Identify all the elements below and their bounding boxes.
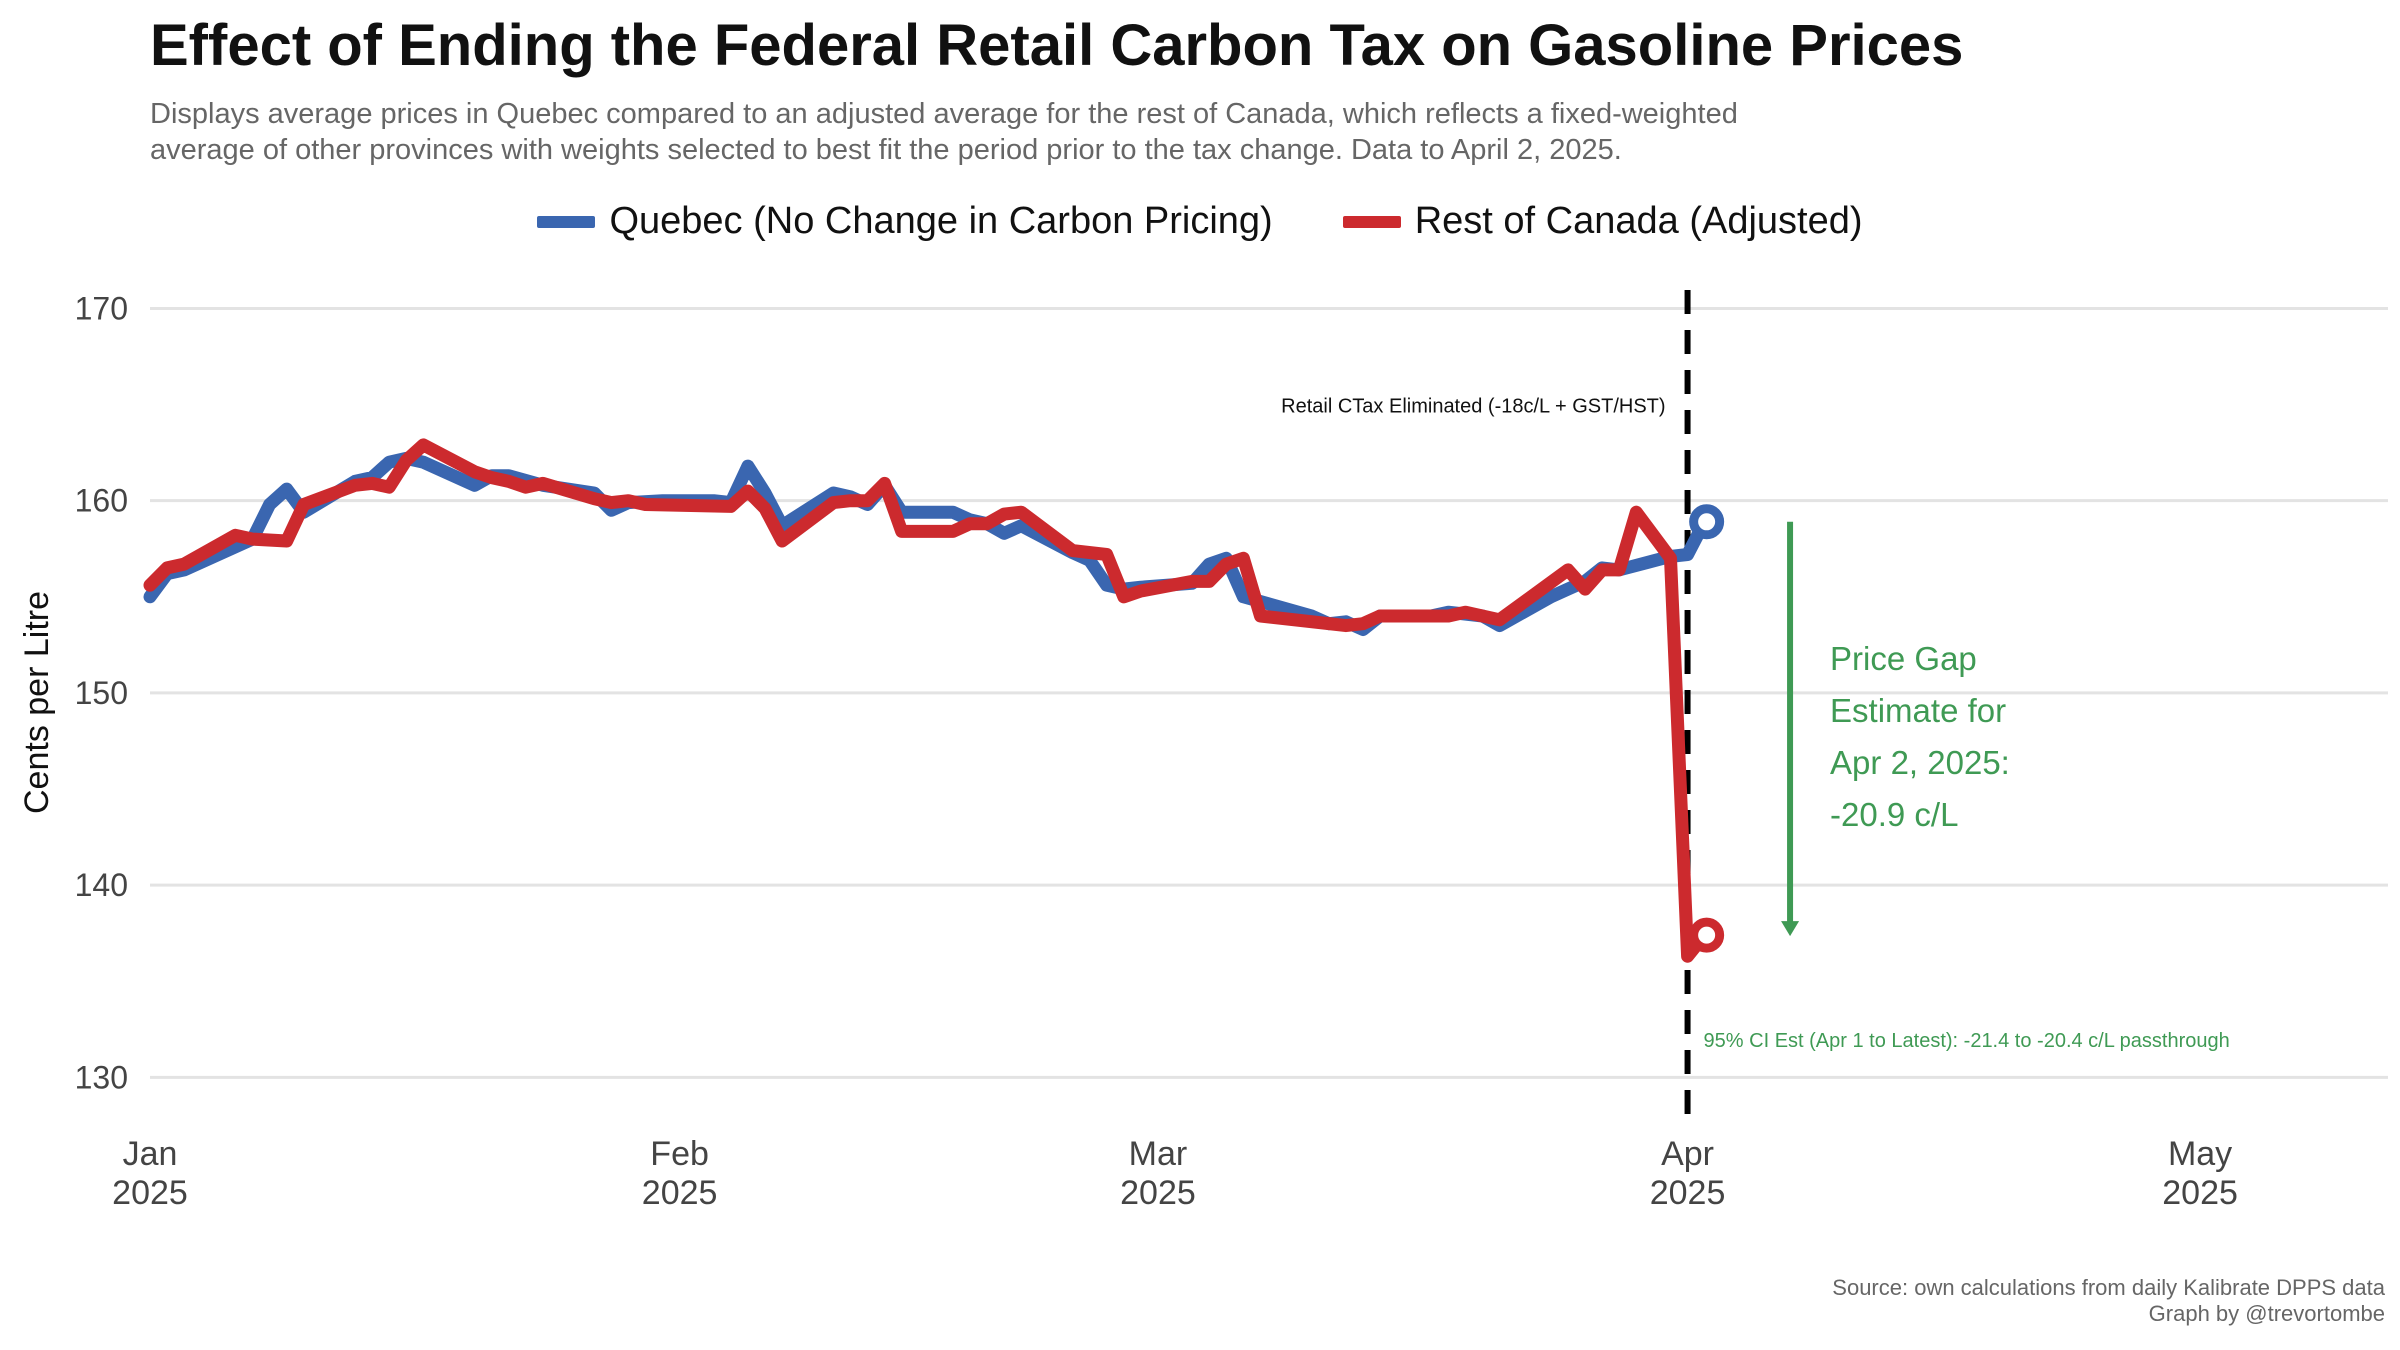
legend-item-rest-of-canada: Rest of Canada (Adjusted)	[1342, 200, 1863, 243]
endpoint-marker-quebec	[1689, 504, 1725, 540]
x-tick-label: Feb	[650, 1135, 709, 1173]
x-tick-year-label: 2025	[2162, 1174, 2238, 1212]
source-line-1: Source: own calculations from daily Kali…	[1832, 1275, 2385, 1300]
x-tick-label: May	[2168, 1135, 2232, 1173]
legend-key-rest-of-canada	[1342, 215, 1401, 228]
x-tick-label: Apr	[1661, 1135, 1714, 1173]
chart-title: Effect of Ending the Federal Retail Carb…	[150, 13, 1964, 78]
subtitle-line-1: Displays average prices in Quebec compar…	[150, 98, 1738, 130]
legend-key-quebec	[537, 215, 596, 228]
chart-subtitle: Displays average prices in Quebec compar…	[150, 96, 2050, 168]
subtitle-line-2: average of other provinces with weights …	[150, 134, 1622, 166]
legend-label-quebec: Quebec (No Change in Carbon Pricing)	[609, 200, 1273, 242]
chart-legend: Quebec (No Change in Carbon Pricing) Res…	[0, 200, 2400, 243]
confidence-interval-label: 95% CI Est (Apr 1 to Latest): -21.4 to -…	[1704, 1030, 2230, 1052]
y-axis-label: Cents per Litre	[18, 591, 56, 814]
price-gap-label-line: -20.9 c/L	[1830, 796, 1958, 833]
tax-change-annotation: Retail CTax Eliminated (-18c/L + GST/HST…	[1281, 396, 1665, 418]
series-line-rest-of-canada	[143, 438, 1712, 963]
x-tick-year-label: 2025	[1120, 1174, 1196, 1212]
price-gap-label-line: Estimate for	[1830, 692, 2006, 729]
legend-label-rest-of-canada: Rest of Canada (Adjusted)	[1414, 200, 1863, 242]
x-tick-label: Mar	[1129, 1135, 1188, 1173]
price-gap-label-line: Price Gap	[1830, 640, 1977, 677]
y-tick-label: 130	[75, 1059, 128, 1095]
endpoint-marker-rest-of-canada	[1689, 917, 1725, 953]
source-line-2: Graph by @trevortombe	[2148, 1301, 2385, 1326]
price-gap-label-line: Apr 2, 2025:	[1830, 744, 2010, 781]
source-note: Source: own calculations from daily Kali…	[1832, 1275, 2385, 1327]
x-tick-year-label: 2025	[642, 1174, 718, 1212]
y-tick-label: 160	[75, 483, 128, 519]
y-tick-label: 140	[75, 867, 128, 903]
price-gap-arrowhead	[1781, 921, 1800, 937]
y-tick-label: 150	[75, 675, 128, 711]
legend-item-quebec: Quebec (No Change in Carbon Pricing)	[537, 200, 1273, 243]
y-tick-label: 170	[75, 290, 128, 326]
x-tick-year-label: 2025	[112, 1174, 188, 1212]
x-tick-label: Jan	[123, 1135, 178, 1173]
x-tick-year-label: 2025	[1650, 1174, 1726, 1212]
